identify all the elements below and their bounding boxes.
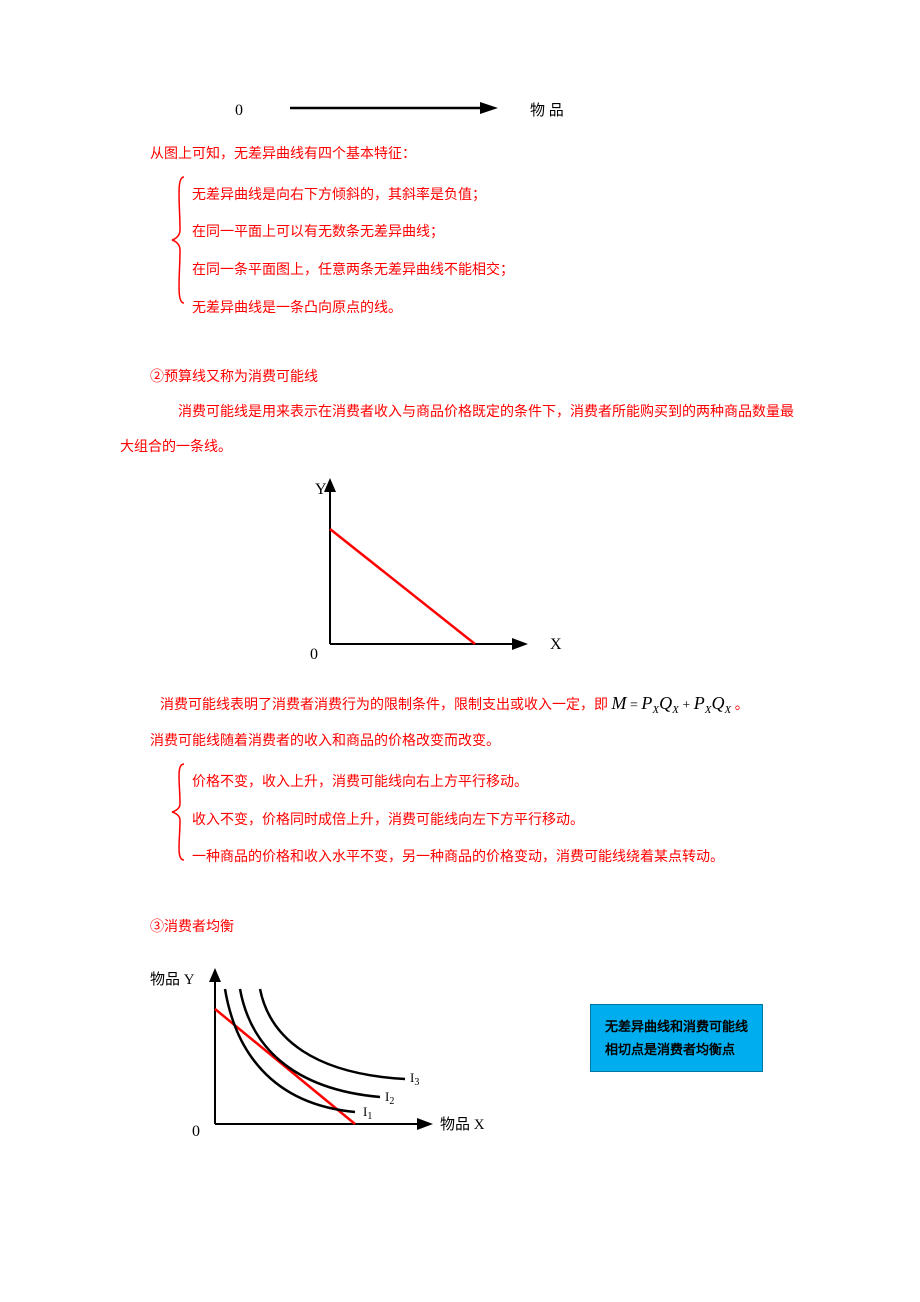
budget-change-item: 收入不变，价格同时成倍上升，消费可能线向左下方平行移动。 bbox=[192, 804, 724, 838]
budget-change-intro: 消费可能线随着消费者的收入和商品的价格改变而改变。 bbox=[60, 727, 860, 758]
fig3-ylabel: 物品 Y bbox=[150, 971, 195, 988]
figure-budget-line: Y X 0 bbox=[280, 474, 860, 674]
callout-line-2: 相切点是消费者均衡点 bbox=[605, 1038, 748, 1061]
budget-desc-2: 大组合的一条线。 bbox=[60, 433, 860, 464]
brace-left-2 bbox=[170, 762, 188, 879]
budget-desc-1: 消费可能线是用来表示在消费者收入与商品价格既定的条件下，消费者所能购买到的两种商… bbox=[60, 398, 860, 429]
page-content: 0 物 品 从图上可知，无差异曲线有四个基本特征： 无差异曲线是向右下方倾斜的，… bbox=[0, 0, 920, 1204]
curve-label-i1: I1 bbox=[363, 1104, 372, 1122]
feature-item: 在同一平面上可以有无数条无差异曲线； bbox=[192, 216, 514, 250]
budget-change-list: 价格不变，收入上升，消费可能线向右上方平行移动。 收入不变，价格同时成倍上升，消… bbox=[188, 762, 724, 879]
curve-label-i2: I2 bbox=[385, 1089, 394, 1107]
fig2-ylabel: Y bbox=[315, 481, 327, 498]
fig2-xlabel: X bbox=[550, 636, 562, 653]
figure-top-arrow: 0 物 品 bbox=[220, 90, 860, 130]
feature-item: 无差异曲线是一条凸向原点的线。 bbox=[192, 292, 514, 326]
brace-left-1 bbox=[170, 175, 188, 329]
features-list: 无差异曲线是向右下方倾斜的，其斜率是负值； 在同一平面上可以有无数条无差异曲线；… bbox=[188, 175, 514, 329]
fig3-xlabel: 物品 X bbox=[440, 1116, 485, 1133]
features-intro: 从图上可知，无差异曲线有四个基本特征： bbox=[60, 140, 860, 171]
fig1-origin: 0 bbox=[235, 102, 243, 119]
equilibrium-heading: ③消费者均衡 bbox=[60, 913, 860, 944]
fig1-xlabel: 物 品 bbox=[530, 102, 564, 119]
feature-item: 在同一条平面图上，任意两条无差异曲线不能相交； bbox=[192, 254, 514, 288]
callout-box: 无差异曲线和消费可能线 相切点是消费者均衡点 bbox=[590, 1004, 763, 1073]
figure-equilibrium-wrap: 物品 Y 物品 X 0 I1 I2 I3 无差异曲线和消费可能线 相切点是消费者… bbox=[120, 964, 860, 1164]
fig3-origin: 0 bbox=[192, 1123, 200, 1140]
budget-heading: ②预算线又称为消费可能线 bbox=[60, 363, 860, 394]
callout-line-1: 无差异曲线和消费可能线 bbox=[605, 1015, 748, 1038]
fig2-origin: 0 bbox=[310, 646, 318, 663]
feature-item: 无差异曲线是向右下方倾斜的，其斜率是负值； bbox=[192, 179, 514, 213]
figure-equilibrium: 物品 Y 物品 X 0 I1 I2 I3 bbox=[120, 964, 520, 1154]
equation-line: 消费可能线表明了消费者消费行为的限制条件，限制支出或收入一定，即 M = PXQ… bbox=[60, 684, 860, 724]
budget-change-group: 价格不变，收入上升，消费可能线向右上方平行移动。 收入不变，价格同时成倍上升，消… bbox=[170, 762, 860, 879]
features-brace-group: 无差异曲线是向右下方倾斜的，其斜率是负值； 在同一平面上可以有无数条无差异曲线；… bbox=[170, 175, 860, 329]
budget-change-item: 一种商品的价格和收入水平不变，另一种商品的价格变动，消费可能线绕着某点转动。 bbox=[192, 841, 724, 875]
curve-label-i3: I3 bbox=[410, 1070, 419, 1088]
budget-change-item: 价格不变，收入上升，消费可能线向右上方平行移动。 bbox=[192, 766, 724, 800]
